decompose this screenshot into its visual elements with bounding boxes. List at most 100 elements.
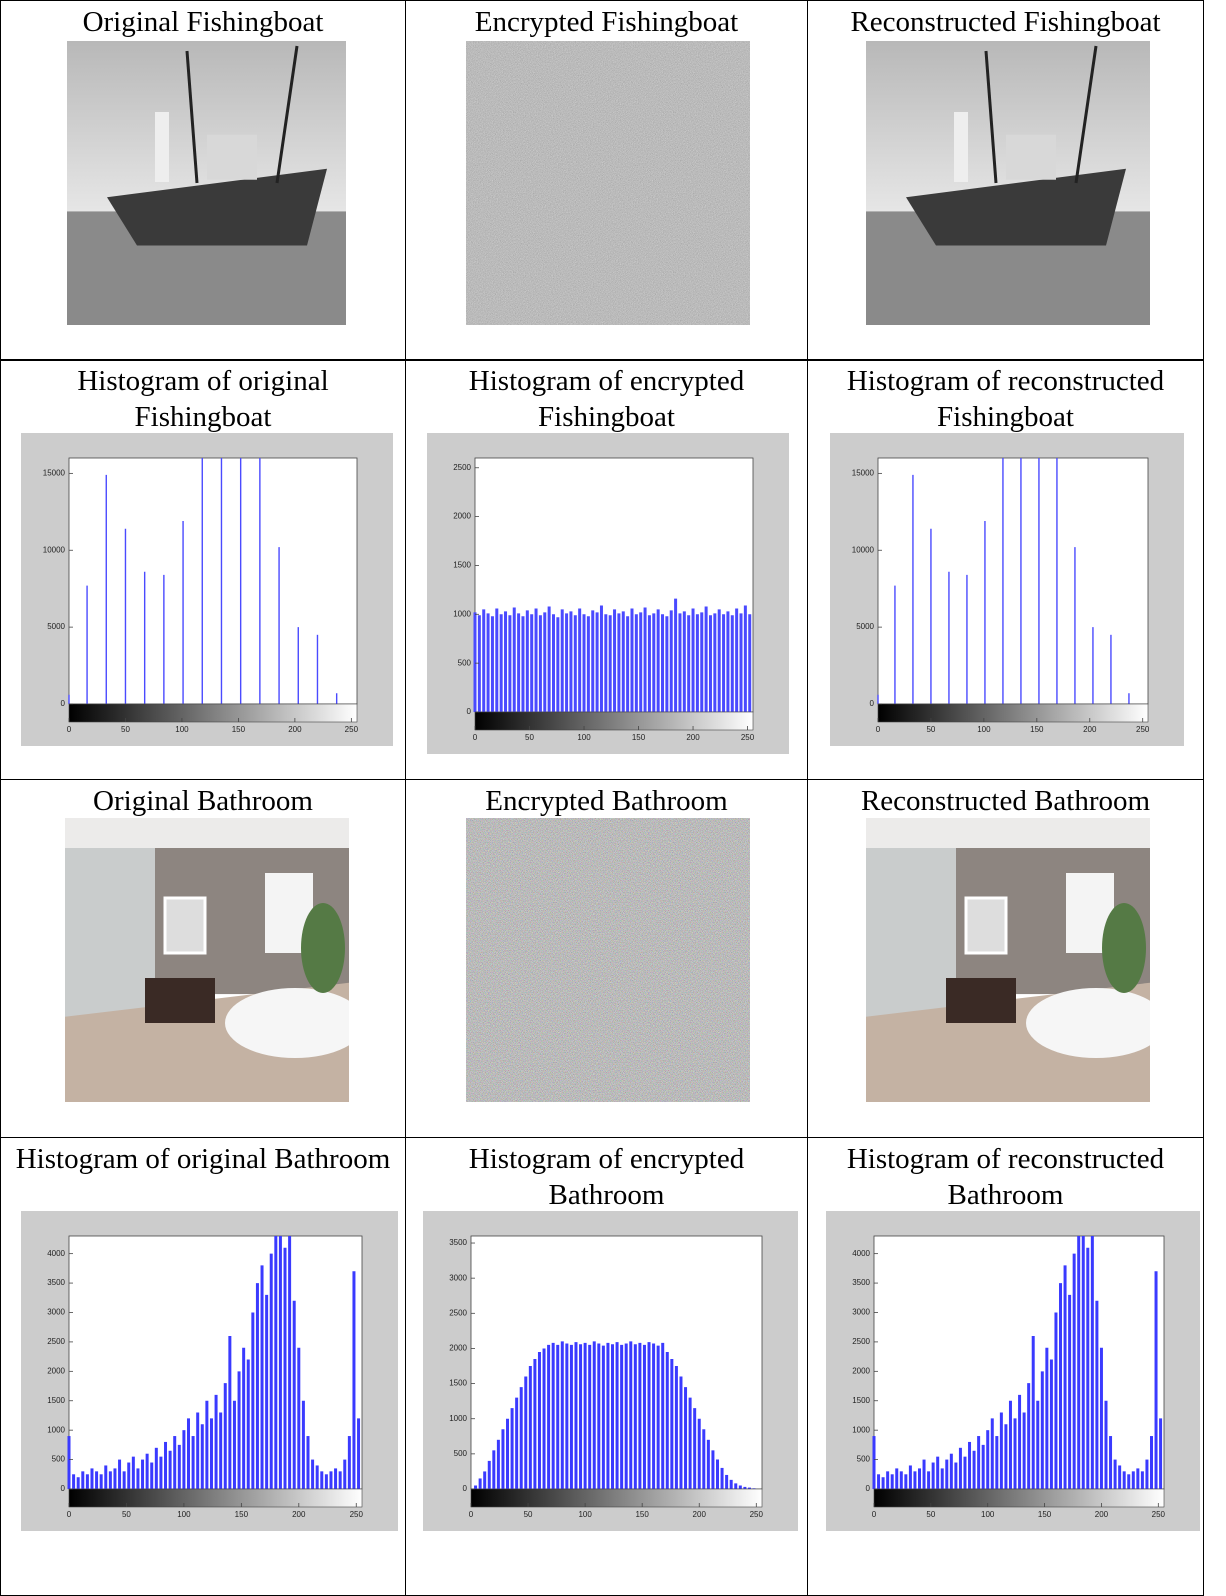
y-tick-label: 2000 <box>449 1344 467 1353</box>
y-tick-label: 1500 <box>453 561 471 570</box>
y-tick-label: 15000 <box>852 468 875 477</box>
x-tick-label: 200 <box>1083 725 1097 734</box>
cell-title: Encrypted Bathroom <box>406 783 807 819</box>
cabin <box>1006 135 1056 180</box>
y-tick-label: 500 <box>454 1449 468 1458</box>
x-tick-label: 200 <box>292 1510 306 1519</box>
y-tick-label: 1500 <box>852 1396 870 1405</box>
colorbar <box>878 704 1148 722</box>
x-tick-label: 150 <box>235 1510 249 1519</box>
cell-title: Histogram of reconstructed Fishingboat <box>808 363 1203 435</box>
y-tick-label: 4000 <box>47 1249 65 1258</box>
y-tick-label: 1500 <box>47 1396 65 1405</box>
y-tick-label: 1000 <box>449 1414 467 1423</box>
x-tick-label: 100 <box>577 733 591 742</box>
x-tick-label: 100 <box>578 1510 592 1519</box>
cell-title: Histogram of encrypted Bathroom <box>406 1141 807 1213</box>
x-tick-label: 0 <box>876 725 881 734</box>
cell-title: Original Bathroom <box>1 783 405 819</box>
y-tick-label: 0 <box>61 1484 66 1493</box>
table-cell: Histogram of original Fishingboat 0 5000 10… <box>0 359 406 780</box>
cell-title: Histogram of original Fishingboat <box>1 363 405 435</box>
y-tick-label: 2000 <box>47 1366 65 1375</box>
table-cell: Histogram of encrypted Fishingboat 0 500 10… <box>405 359 808 780</box>
cell-title: Histogram of original Bathroom <box>1 1141 405 1177</box>
x-tick-label: 250 <box>741 733 755 742</box>
cell-title: Reconstructed Fishingboat <box>808 4 1203 40</box>
x-tick-label: 250 <box>1136 725 1150 734</box>
x-tick-label: 200 <box>1095 1510 1109 1519</box>
mirror <box>165 898 205 953</box>
plot-area <box>878 458 1148 704</box>
image <box>866 41 1150 325</box>
x-tick-label: 200 <box>686 733 700 742</box>
table-cell: Reconstructed Fishingboat <box>807 0 1204 361</box>
y-tick-label: 4000 <box>852 1249 870 1258</box>
x-tick-label: 250 <box>750 1510 764 1519</box>
x-tick-label: 50 <box>122 1510 131 1519</box>
x-tick-label: 150 <box>1030 725 1044 734</box>
x-tick-label: 250 <box>1152 1510 1166 1519</box>
y-tick-label: 5000 <box>856 622 874 631</box>
y-tick-label: 5000 <box>47 622 65 631</box>
y-tick-label: 0 <box>463 1484 468 1493</box>
lighthouse <box>155 112 169 182</box>
x-tick-label: 150 <box>1038 1510 1052 1519</box>
y-tick-label: 3500 <box>449 1238 467 1247</box>
y-tick-label: 0 <box>467 707 472 716</box>
x-tick-label: 0 <box>67 1510 72 1519</box>
cell-title: Encrypted Fishingboat <box>406 4 807 40</box>
y-tick-label: 3500 <box>47 1278 65 1287</box>
x-tick-label: 100 <box>977 725 991 734</box>
x-tick-label: 50 <box>926 1510 935 1519</box>
x-tick-label: 150 <box>632 733 646 742</box>
y-tick-label: 2500 <box>852 1337 870 1346</box>
cell-title: Original Fishingboat <box>1 4 405 40</box>
y-tick-label: 0 <box>866 1484 871 1493</box>
y-tick-label: 0 <box>61 699 66 708</box>
noise <box>466 818 750 1102</box>
table-cell: Encrypted Bathroom <box>405 779 808 1138</box>
table-cell: Histogram of reconstructed Fishingboat 0 5… <box>807 359 1204 780</box>
image <box>466 818 750 1102</box>
cabin <box>207 135 257 180</box>
histogram-chart: 0500100015002000250030003500050100150200… <box>423 1211 798 1531</box>
x-tick-label: 150 <box>232 725 246 734</box>
vanity <box>946 978 1016 1023</box>
x-tick-label: 200 <box>288 725 302 734</box>
y-tick-label: 1000 <box>453 609 471 618</box>
x-tick-label: 0 <box>872 1510 877 1519</box>
cell-title: Reconstructed Bathroom <box>808 783 1203 819</box>
x-tick-label: 100 <box>175 725 189 734</box>
x-tick-label: 0 <box>67 725 72 734</box>
x-tick-label: 50 <box>926 725 935 734</box>
table-cell: Original Bathroom <box>0 779 406 1138</box>
x-tick-label: 150 <box>635 1510 649 1519</box>
y-tick-label: 3000 <box>449 1273 467 1282</box>
colorbar <box>69 1489 362 1507</box>
y-tick-label: 2500 <box>453 463 471 472</box>
image <box>866 818 1150 1102</box>
cell-title: Histogram of encrypted Fishingboat <box>406 363 807 435</box>
table-cell: Original Fishingboat <box>0 0 406 361</box>
image <box>65 818 349 1102</box>
x-tick-label: 0 <box>469 1510 474 1519</box>
x-tick-label: 250 <box>350 1510 364 1519</box>
x-tick-label: 200 <box>693 1510 707 1519</box>
y-tick-label: 1500 <box>449 1379 467 1388</box>
y-tick-label: 500 <box>458 658 472 667</box>
plant <box>301 903 345 993</box>
x-tick-label: 250 <box>345 725 359 734</box>
image <box>67 41 346 325</box>
image <box>466 41 750 325</box>
y-tick-label: 15000 <box>43 468 66 477</box>
colorbar <box>475 712 753 730</box>
noise <box>466 41 750 325</box>
y-tick-label: 3500 <box>852 1278 870 1287</box>
y-tick-label: 500 <box>857 1455 871 1464</box>
